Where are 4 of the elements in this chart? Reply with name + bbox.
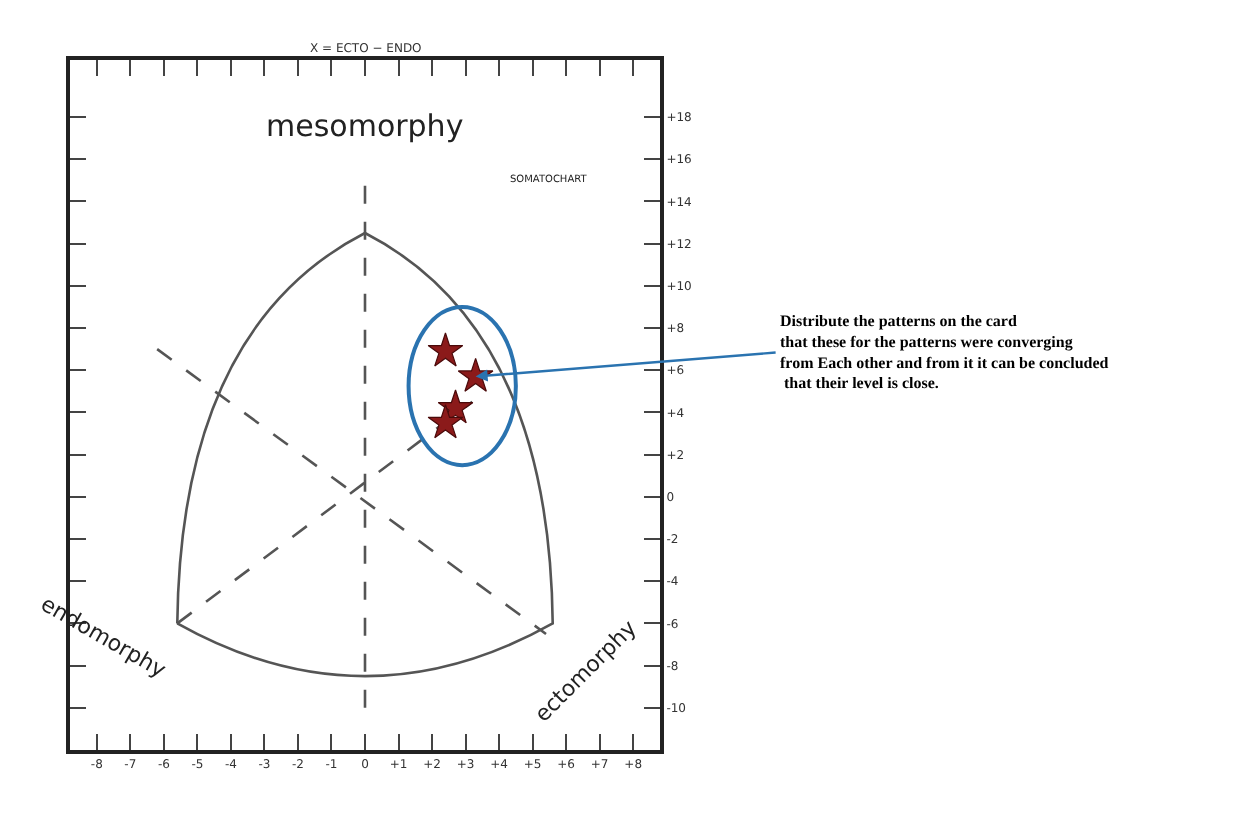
annotation: mesomorphy [266, 108, 464, 144]
annotation: Distribute the patterns on the card that these for the patterns were converging from Each other and from it it can be concluded that their level is close. [780, 312, 1110, 393]
point [427, 404, 464, 439]
point [427, 332, 464, 367]
